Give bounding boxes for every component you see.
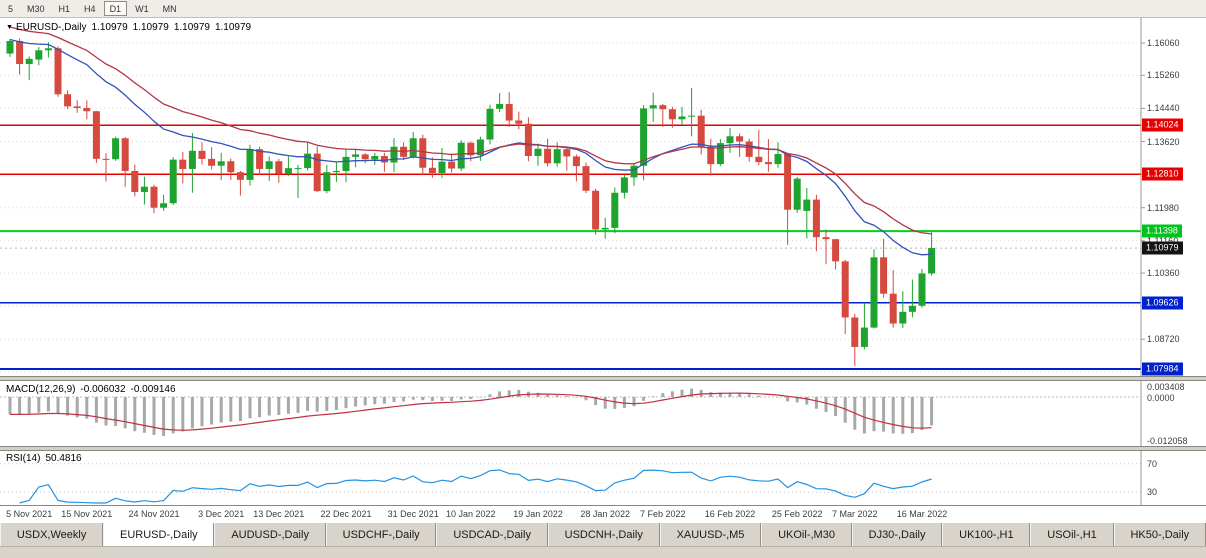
rsi-indicator-header: RSI(14) 50.4816 (6, 453, 87, 464)
date-axis-label: 5 Nov 2021 (6, 509, 53, 519)
rsi-level-30-label: 30 (1147, 487, 1158, 497)
date-axis-label: 24 Nov 2021 (128, 509, 180, 519)
date-axis-label: 16 Mar 2022 (896, 509, 948, 519)
macd-axis-min-label: -0.012058 (1147, 436, 1188, 446)
timeframe-button-D1[interactable]: D1 (103, 1, 128, 16)
quote-open: 1.10979 (91, 22, 128, 33)
chart-tab-dj30-daily[interactable]: DJ30-,Daily (851, 523, 943, 546)
date-axis-label: 13 Dec 2021 (253, 509, 305, 519)
macd-indicator-header: MACD(12,26,9) -0.006032 -0.009146 (6, 384, 181, 395)
price-axis-label: 1.14440 (1147, 103, 1180, 114)
timeframe-button-H1[interactable]: H1 (58, 4, 71, 14)
price-axis-label: 1.10360 (1147, 268, 1180, 279)
price-axis-label: 1.11160 (1147, 236, 1178, 246)
chart-tab-hk50-daily[interactable]: HK50-,Daily (1113, 523, 1206, 546)
price-axis-label: 1.11980 (1147, 202, 1179, 213)
timeframe-button-H4[interactable]: H4 (84, 4, 96, 14)
rsi-level-70-label: 70 (1147, 459, 1158, 469)
rsi-name: RSI(14) (6, 453, 41, 464)
chart-tab-usdx-weekly[interactable]: USDX,Weekly (0, 523, 104, 546)
chart-marker-icon: ▼ (6, 24, 13, 31)
chart-symbol-period: EURUSD-,Daily (15, 22, 87, 33)
date-axis-label: 7 Feb 2022 (640, 509, 686, 519)
chart-tab-eurusd-daily[interactable]: EURUSD-,Daily (103, 523, 215, 546)
price-axis-label: 1.15260 (1147, 70, 1180, 81)
chart-tab-usdcnh-daily[interactable]: USDCNH-,Daily (547, 523, 660, 546)
macd-main-value: -0.006032 (80, 384, 126, 395)
macd-name: MACD(12,26,9) (6, 384, 76, 395)
chart-tab-audusd-daily[interactable]: AUDUSD-,Daily (214, 523, 326, 546)
price-axis-label: 1.08720 (1147, 334, 1180, 345)
date-axis-label: 15 Nov 2021 (61, 509, 113, 519)
hlines-layer (0, 124, 1141, 370)
price-axis-label: 1.13620 (1147, 136, 1180, 147)
quote-low: 1.10979 (173, 22, 210, 33)
chart-tab-ukoil-m30[interactable]: UKOil-,M30 (761, 523, 852, 546)
rsi-value: 50.4816 (45, 453, 82, 464)
date-axis-label: 16 Feb 2022 (704, 509, 756, 519)
timeframe-button-M30[interactable]: M30 (27, 4, 45, 14)
frame-layer (1140, 18, 1145, 505)
macd-signal-value: -0.009146 (130, 384, 176, 395)
chart-title: ▼ EURUSD-,Daily 1.10979 1.10979 1.10979 1.109… (6, 22, 251, 33)
rsi-layer (0, 463, 1141, 504)
price-level-badge: 1.09626 (1142, 296, 1183, 310)
chart-tabs-bar: USDX,Weekly EURUSD-,Daily AUDUSD-,Daily USD… (0, 522, 1206, 546)
panel-divider-rsi[interactable] (0, 446, 1206, 451)
quote-high: 1.10979 (132, 22, 169, 33)
chart-tab-uk100-h1[interactable]: UK100-,H1 (942, 523, 1031, 546)
grid-layer (0, 42, 1141, 373)
price-level-badge: 1.11398 (1142, 224, 1182, 238)
date-axis-label: 19 Jan 2022 (513, 509, 563, 519)
date-axis-label: 25 Feb 2022 (771, 509, 823, 519)
status-bar (0, 546, 1206, 558)
chart-tab-usoil-h1[interactable]: USOil-,H1 (1030, 523, 1114, 546)
panel-divider-macd[interactable] (0, 376, 1206, 381)
date-axis-label: 28 Jan 2022 (580, 509, 630, 519)
date-axis-label: 31 Dec 2021 (387, 509, 439, 519)
date-axis-label: 22 Dec 2021 (320, 509, 372, 519)
date-axis-label: 3 Dec 2021 (198, 509, 245, 519)
timeframe-button-W1[interactable]: W1 (135, 4, 149, 14)
macd-axis-max-label: 0.003408 (1147, 382, 1185, 392)
price-level-badge: 1.07984 (1142, 362, 1183, 376)
macd-layer (0, 388, 1141, 437)
date-axis-label: 7 Mar 2022 (832, 509, 878, 519)
chart-tab-xauusd-m5[interactable]: XAUUSD-,M5 (659, 523, 762, 546)
candles-layer (6, 38, 936, 366)
quote-close: 1.10979 (214, 22, 252, 33)
timeframe-button-5[interactable]: 5 (8, 4, 14, 14)
moving-averages-layer (9, 26, 932, 256)
price-level-badge: 1.12810 (1142, 167, 1183, 181)
price-level-badge: 1.14024 (1142, 118, 1183, 132)
macd-axis-zero-label: 0.0000 (1147, 393, 1175, 403)
chart-tab-usdcad-daily[interactable]: USDCAD-,Daily (436, 523, 548, 546)
date-axis: 5 Nov 2021 15 Nov 2021 24 Nov 2021 3 Dec 20… (0, 505, 1206, 522)
current-price-badge: 1.10979 (1142, 241, 1183, 255)
timeframe-button-MN[interactable]: MN (162, 4, 177, 14)
timeframe-toolbar: 5 M30 H1 H4 D1 W1 MN (0, 0, 1206, 18)
date-axis-label: 10 Jan 2022 (446, 509, 496, 519)
price-axis-label: 1.16060 (1147, 38, 1180, 49)
chart-tab-usdchf-daily[interactable]: USDCHF-,Daily (325, 523, 437, 546)
